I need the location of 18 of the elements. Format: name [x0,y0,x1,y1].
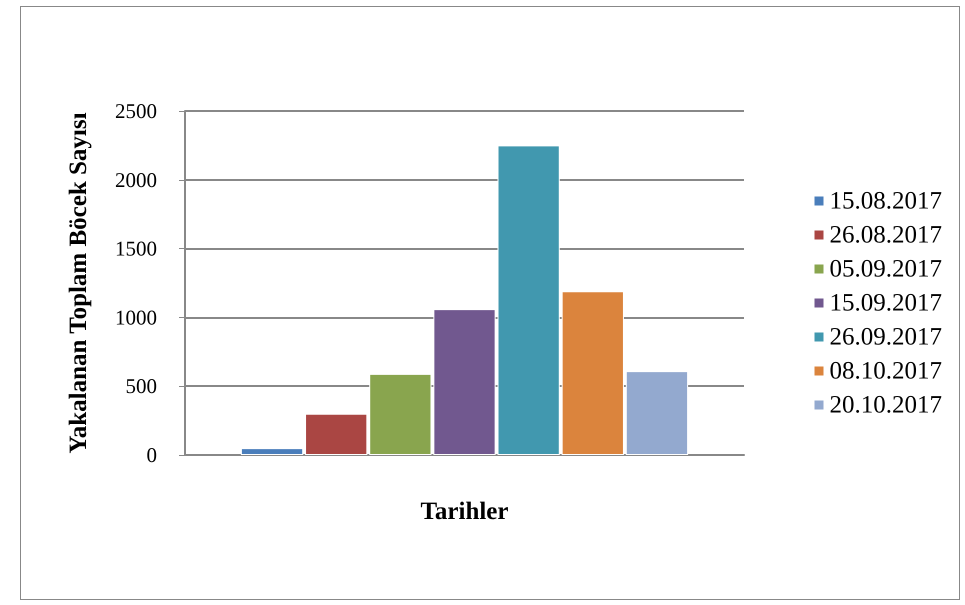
y-tick-label: 0 [146,443,157,467]
legend-label: 15.09.2017 [830,290,942,316]
y-tick-label: 1000 [115,305,157,330]
legend-label: 26.09.2017 [830,324,942,350]
legend-label: 26.08.2017 [830,222,942,248]
y-tick-label: 1500 [115,236,157,261]
y-tick-label: 2500 [115,99,157,123]
y-axis-title: Yakalanan Toplam Böcek Sayısı [65,112,92,454]
y-tick-label: 2000 [115,168,157,192]
bar [433,309,496,455]
legend-label: 08.10.2017 [830,358,942,384]
x-axis-title: Tarihler [420,498,508,525]
legend-label: 20.10.2017 [830,392,942,418]
bar [240,448,304,455]
y-tick-label: 500 [126,374,157,398]
bar [626,371,688,455]
legend-label: 15.08.2017 [830,188,942,214]
legend-label: 05.09.2017 [830,256,942,282]
